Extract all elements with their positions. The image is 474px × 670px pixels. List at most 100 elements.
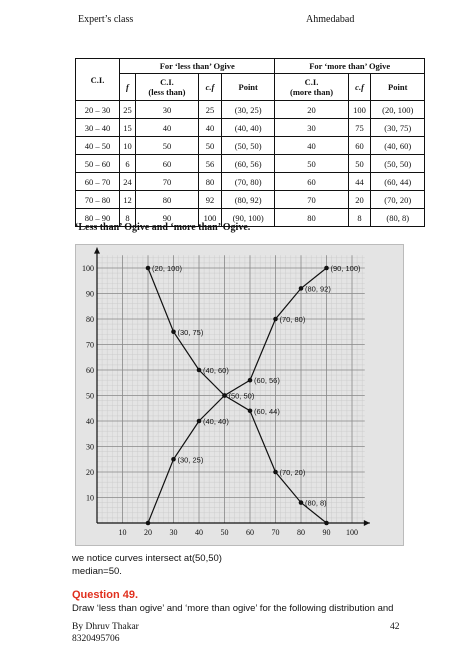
table-cell: 6 (119, 154, 136, 173)
table-cell: 80 – 90 (74, 208, 121, 227)
table-cell: 80 (274, 208, 349, 227)
table-cell: 70 – 80 (74, 190, 121, 209)
table-cell: 50 (347, 154, 372, 173)
table-cell: 70 (134, 172, 200, 191)
col-point-less: Point (220, 73, 276, 101)
data-point (324, 265, 329, 271)
table-cell: (30, 75) (370, 118, 425, 137)
table-cell: 20 (347, 190, 372, 209)
ogive-graph: 10 20 30 40 50 60 70 80 90 100 10 20 30 40 50 60 70 80 90 1… (75, 244, 404, 546)
question-title: Question 49. (72, 589, 139, 601)
table-cell: 50 (134, 136, 200, 155)
x-tick-label: 90 (323, 528, 331, 537)
table-cell: 90 (134, 208, 200, 227)
table-row: 20 – 30 25 30 25 (30, 25) 20 100 (20, 100) (74, 100, 425, 119)
data-label: (80, 8) (305, 499, 327, 508)
x-tick-label: 60 (246, 528, 254, 537)
col-point-more: Point (370, 73, 425, 101)
table-cell: (30, 25) (220, 100, 276, 119)
table-cell: (60, 56) (220, 154, 276, 173)
footer-author: By Dhruv Thakar (72, 622, 139, 632)
col-ci-more: C.I. (more than) (274, 73, 349, 101)
table-cell: (20, 100) (370, 100, 425, 119)
data-point (171, 456, 176, 462)
col-ci-more-line2: (more than) (290, 87, 334, 97)
table-cell: 80 (198, 172, 222, 191)
y-tick-label: 30 (86, 443, 94, 452)
data-point (324, 520, 329, 526)
y-tick-label: 20 (86, 468, 94, 477)
data-point (196, 418, 202, 424)
table-row: 50 – 60 6 60 56 (60, 56) 50 50 (50, 50) (74, 154, 425, 173)
x-tick-label: 80 (297, 528, 305, 537)
data-label: (70, 20) (280, 468, 306, 477)
x-tick-label: 20 (144, 528, 152, 537)
table-cell: 60 (134, 154, 200, 173)
table-cell: 40 (134, 118, 200, 137)
table-cell: (80, 92) (220, 190, 276, 209)
data-point (298, 500, 304, 505)
table-row: 30 – 40 15 40 40 (40, 40) 30 75 (30, 75) (74, 118, 425, 137)
footer-phone: 8320495706 (72, 634, 120, 644)
table-row: 60 – 70 24 70 80 (70, 80) 60 44 (60, 44) (74, 172, 425, 191)
table-cell: 100 (347, 100, 372, 119)
data-label: (30, 25) (178, 455, 204, 464)
table-cell: (70, 80) (220, 172, 276, 191)
question-text: Draw ‘less than ogive’ and ‘more than og… (72, 603, 394, 614)
table-cell: (40, 60) (370, 136, 425, 155)
data-point (298, 286, 304, 291)
table-cell: 25 (119, 100, 136, 119)
table-caption: ‘Less than’ Ogive and ‘more than’ Ogive. (75, 222, 251, 233)
table-cell: (60, 44) (370, 172, 425, 191)
x-tick-label: 10 (119, 528, 127, 537)
x-axis-arrow (363, 520, 370, 526)
data-point (247, 377, 253, 383)
table-cell: 30 (274, 118, 349, 137)
group-less-than: For ‘less than’ Ogive (119, 58, 276, 74)
col-ci-less-line2: (less than) (148, 87, 186, 97)
y-tick-label: 10 (86, 494, 94, 503)
page-number: 42 (390, 622, 400, 632)
table-cell: (90, 100) (220, 208, 276, 227)
y-axis-arrow (94, 247, 100, 254)
table-cell: 100 (198, 208, 222, 227)
table-cell: (40, 40) (220, 118, 276, 137)
data-label: (50, 50) (229, 392, 255, 401)
table-cell: (50, 50) (220, 136, 276, 155)
y-tick-label: 50 (86, 392, 94, 401)
table-cell: 25 (198, 100, 222, 119)
table-cell: 8 (347, 208, 372, 227)
table-cell: 60 (347, 136, 372, 155)
data-label: (70, 80) (280, 315, 306, 324)
table-cell: 44 (347, 172, 372, 191)
data-label: (60, 44) (254, 407, 280, 416)
group-more-than: For ‘more than’ Ogive (274, 58, 425, 74)
table-cell: 60 – 70 (74, 172, 121, 191)
table-cell: 50 (274, 154, 349, 173)
table-cell: 24 (119, 172, 136, 191)
table-cell: 40 (198, 118, 222, 137)
data-label: (40, 40) (203, 417, 229, 426)
col-ci-less-line1: C.I. (160, 77, 174, 87)
ogive-table: C.I. For ‘less than’ Ogive For ‘more tha… (74, 58, 425, 227)
x-tick-label: 70 (272, 528, 280, 537)
table-cell: 75 (347, 118, 372, 137)
data-label: (30, 75) (178, 328, 204, 337)
data-point (273, 316, 278, 322)
table-cell: (70, 20) (370, 190, 425, 209)
header-right-text: Ahmedabad (306, 14, 355, 25)
y-tick-label: 60 (86, 366, 94, 375)
data-point (222, 393, 227, 398)
table-cell: 56 (198, 154, 222, 173)
table-cell: 50 – 60 (74, 154, 121, 173)
series-line-0 (147, 267, 327, 524)
y-tick-label: 80 (86, 315, 94, 324)
data-point (145, 265, 151, 271)
note-intersection: we notice curves intersect at(50,50) (72, 553, 222, 564)
col-f: f (119, 73, 136, 101)
x-tick-label: 100 (346, 528, 358, 537)
col-ci: C.I. (74, 58, 121, 101)
y-tick-label: 70 (86, 341, 94, 350)
col-ci-less: C.I. (less than) (134, 73, 200, 101)
y-tick-label: 40 (86, 417, 94, 426)
